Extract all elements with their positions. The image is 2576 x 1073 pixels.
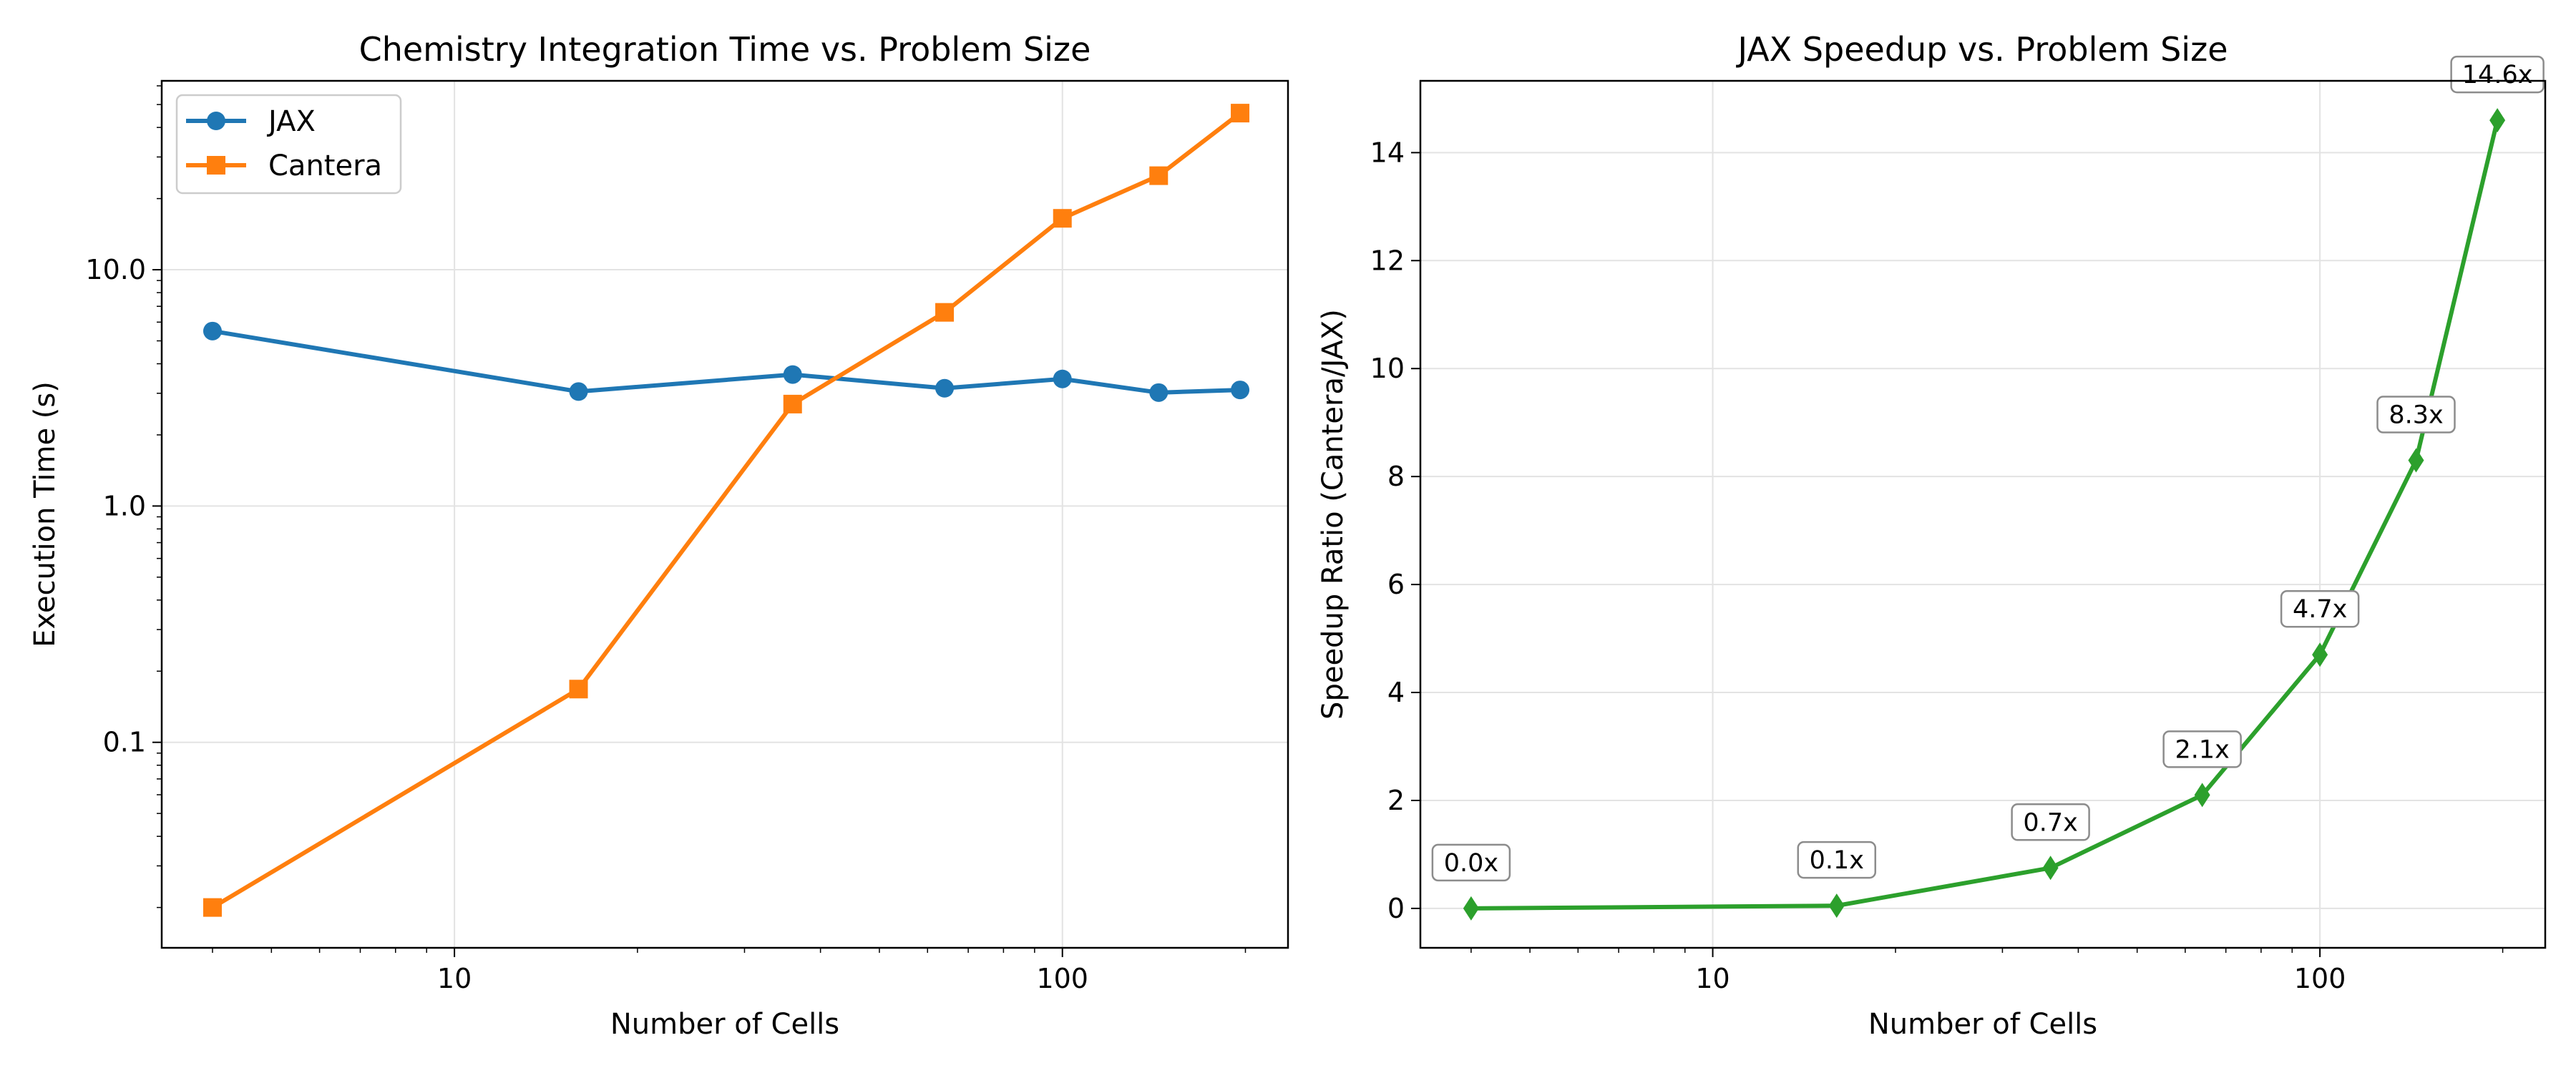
y-tick-label: 6 [1387,569,1405,600]
legend-entry-jax: JAX [186,105,316,138]
data-label: 2.1x [2162,730,2242,768]
gridlines [162,81,1288,948]
y-tick-label: 0 [1387,893,1405,924]
data-label-box [2280,589,2360,628]
data-point [2408,448,2424,473]
data-label-box [2450,55,2545,94]
series-line [1470,119,2500,911]
y-tick-label: 12 [1370,245,1405,276]
data-label-text: 0.0x [1444,849,1498,878]
data-label-box [1797,841,1877,879]
y-tick-label: 4 [1387,677,1405,708]
data-label-text: 0.7x [2023,808,2077,837]
data-point [1828,893,1845,918]
axis-ticks: 10 100 0 2 4 6 8 10 12 14 [1370,137,2504,994]
data-point [569,680,588,699]
data-point [2312,642,2328,667]
data-label-text: 0.1x [1810,846,1864,875]
data-point [2194,783,2210,808]
legend: JAX Cantera [175,94,402,195]
data-point [783,394,802,413]
data-point [569,382,588,401]
plot-frame [160,79,1289,949]
series-speedup: 0.0x 0.1x 0.7x 2.1x 4.7x 8.3x 14.6x [1431,55,2545,921]
data-label-box [2162,730,2242,768]
legend-entry-cantera: Cantera [186,150,382,182]
legend-marker [207,112,225,130]
y-tick-label: 14 [1370,137,1405,168]
y-tick-label: 0.1 [103,727,146,758]
chart-panel-2: 10 100 0 2 4 6 8 10 12 14 0.0x 0.1x 0.7x 2.1x 4.7x 8.3x… [1317,30,2547,1041]
y-tick-label: 2 [1387,785,1405,816]
data-label-text: 2.1x [2175,735,2229,764]
data-point [1053,209,1072,228]
legend-label: Cantera [268,150,382,182]
data-point [1463,896,1479,921]
data-point [1053,369,1072,388]
x-tick-label: 10 [1695,963,1729,994]
data-point [2042,856,2059,881]
x-tick-label: 10 [437,963,472,994]
gridlines [1420,81,2545,948]
data-label: 0.7x [2011,803,2090,841]
data-label-text: 4.7x [2293,595,2347,624]
data-label-box [2011,803,2090,841]
y-axis-label: Execution Time (s) [29,381,62,647]
y-axis-label: Speedup Ratio (Cantera/JAX) [1317,309,1350,720]
y-tick-label: 10.0 [85,254,146,285]
data-label: 8.3x [2376,396,2456,433]
x-axis-label: Number of Cells [610,1008,839,1041]
data-point [935,303,955,322]
chart-title: Chemistry Integration Time vs. Problem S… [359,30,1091,69]
y-tick-label: 8 [1387,461,1405,492]
data-label: 4.7x [2280,589,2360,628]
y-tick-label: 10 [1370,353,1405,384]
series-line [211,111,1241,910]
data-label: 14.6x [2450,55,2545,94]
data-point [935,378,955,398]
data-label-box [1431,843,1511,882]
data-point [203,898,222,917]
data-point [783,365,802,384]
y-tick-label: 1.0 [103,490,146,521]
data-point [2489,108,2506,133]
plot-frame [1419,79,2547,949]
legend-marker [207,156,225,175]
series-line [212,328,1241,395]
x-axis-label: Number of Cells [1868,1008,2097,1041]
legend-label: JAX [266,105,316,138]
data-label-text: 14.6x [2462,61,2533,89]
data-point [1149,166,1169,185]
data-label-text: 8.3x [2389,401,2443,430]
data-point [1231,381,1250,400]
data-point [203,321,222,340]
data-label: 0.0x [1431,843,1511,882]
data-label: 0.1x [1797,841,1877,879]
data-point [1231,104,1250,123]
chart-title: JAX Speedup vs. Problem Size [1735,30,2228,69]
chart-panel-1: 10 100 0.1 1.0 10.0 Chemistry Integration Tim… [29,30,1289,1041]
data-label-box [2376,396,2456,433]
x-tick-label: 100 [2294,963,2346,994]
axis-ticks: 10 100 0.1 1.0 10.0 [85,85,1246,994]
series-cantera [203,104,1250,917]
data-point [1149,383,1169,402]
x-tick-label: 100 [1036,963,1088,994]
series-jax [203,321,1250,402]
